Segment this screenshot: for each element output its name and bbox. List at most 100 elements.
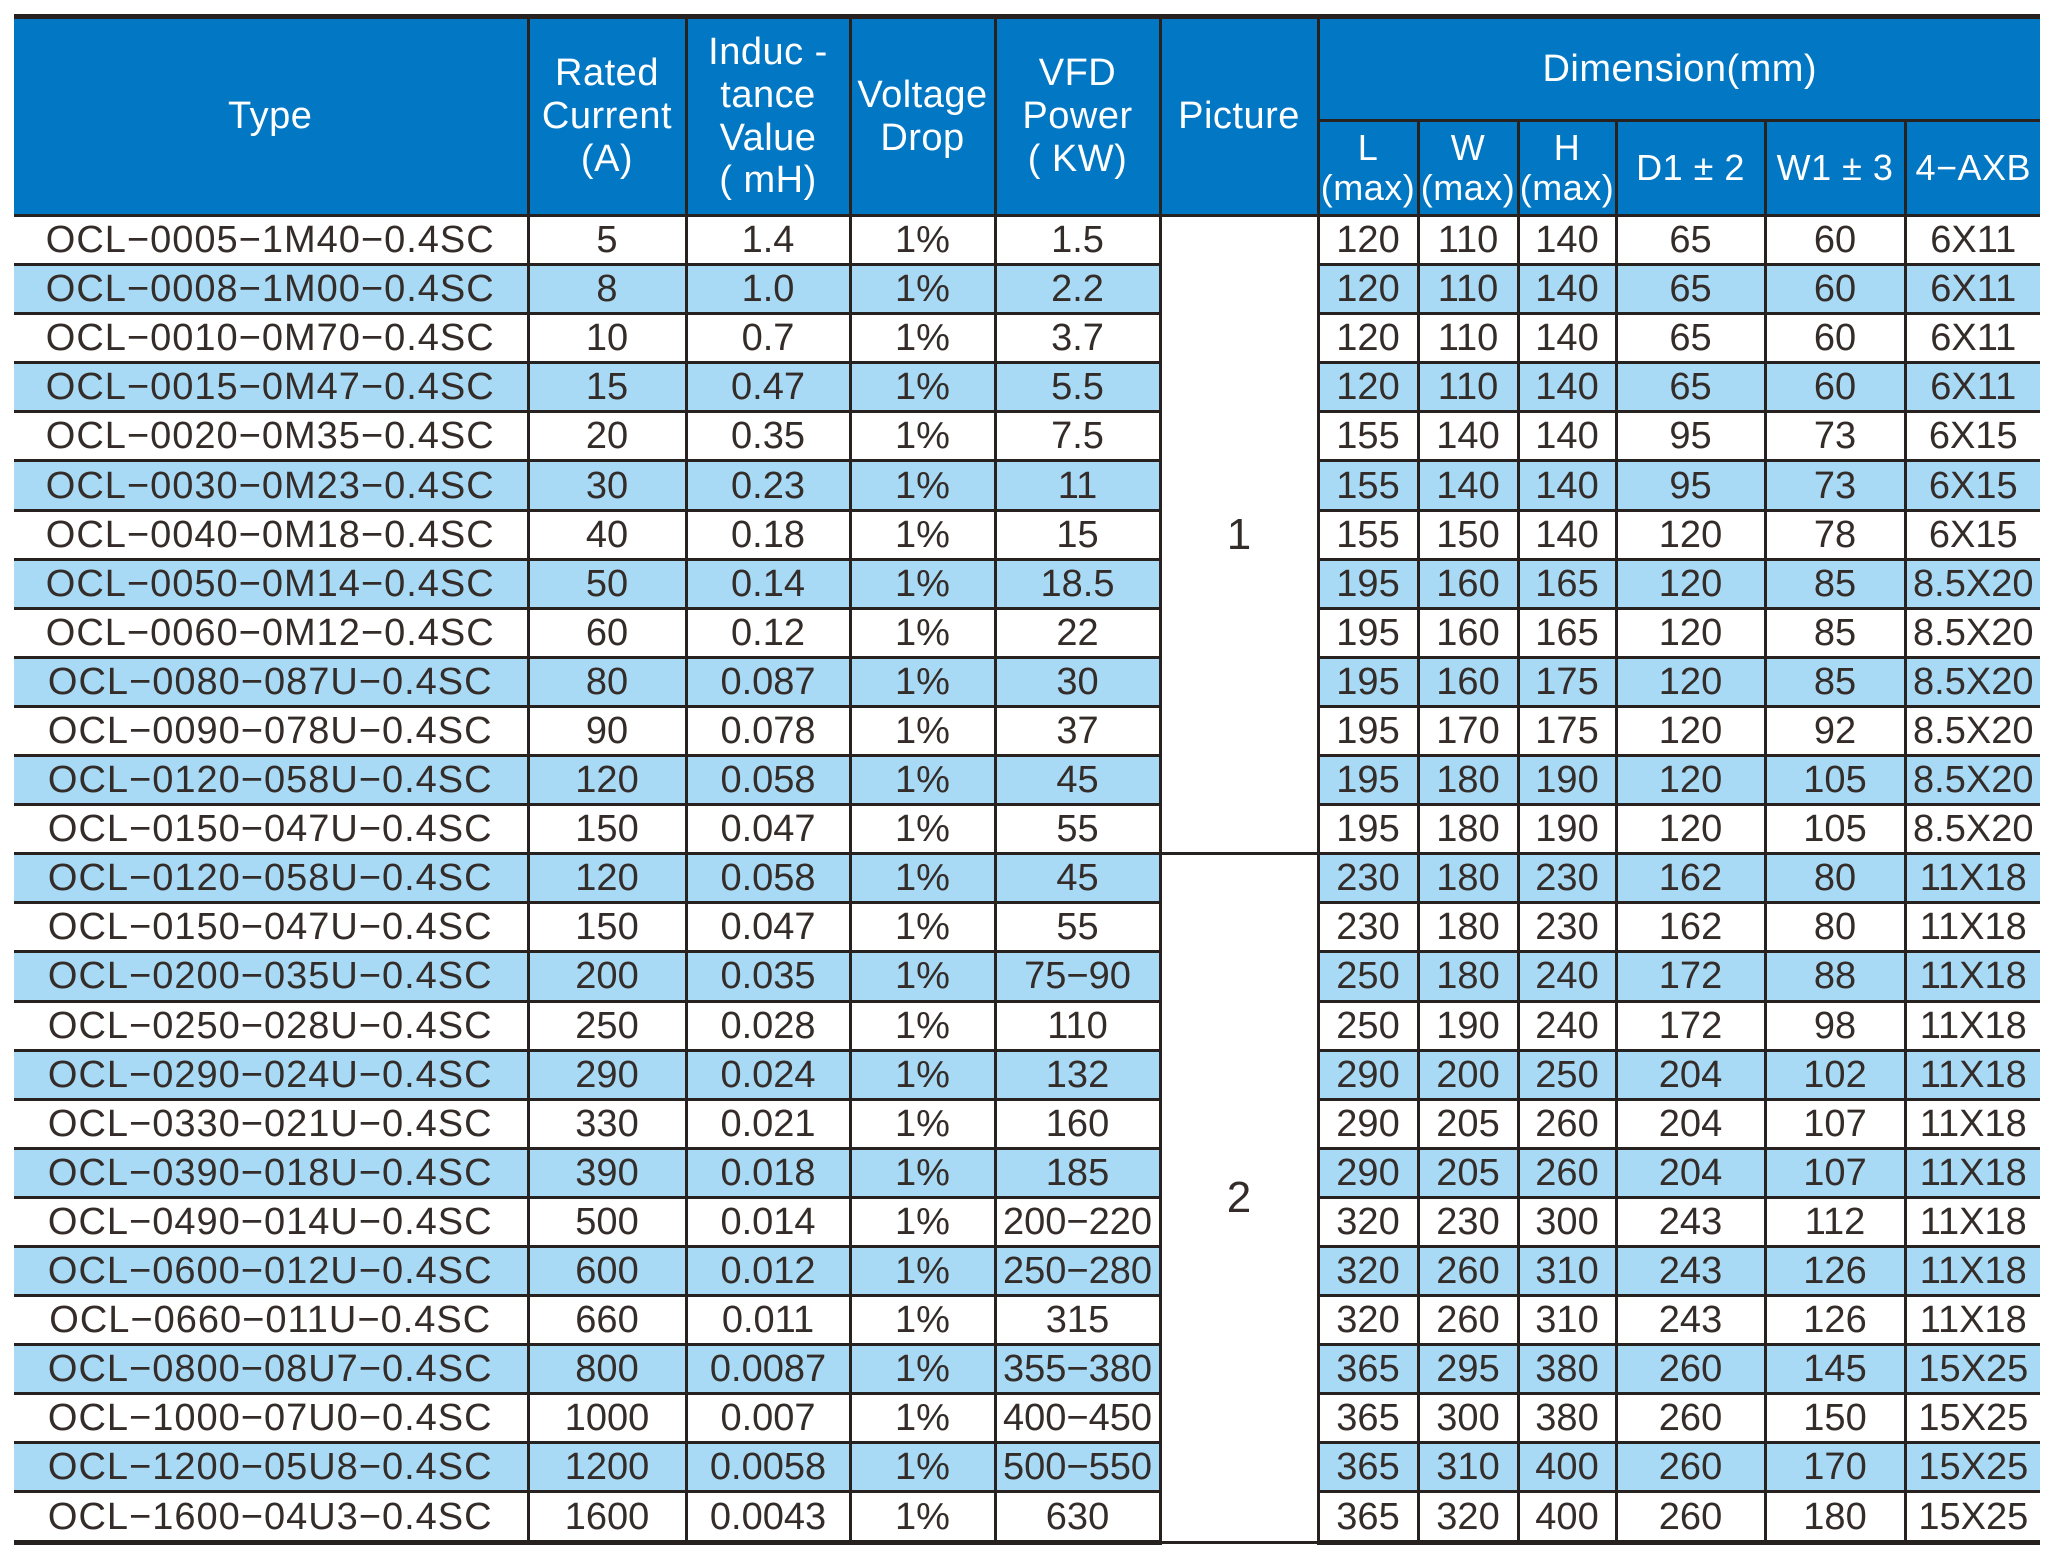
- table-row: OCL−0290−024U−0.4SC 290 0.024 1% 132 290 200 25…: [14, 1048, 2041, 1101]
- col-header-voltage-drop: Voltage Drop: [848, 14, 997, 217]
- cell-h-max: 140: [1516, 263, 1618, 316]
- cell-w-max: 180: [1416, 852, 1520, 905]
- cell-voltage-drop: 1%: [848, 459, 997, 512]
- cell-w-max: 110: [1416, 361, 1520, 414]
- cell-rated-current: 250: [526, 999, 688, 1052]
- cell-axb: 6X11: [1903, 213, 2041, 267]
- cell-l-max: 155: [1316, 410, 1420, 463]
- cell-l-max: 365: [1316, 1441, 1420, 1494]
- cell-axb: 6X11: [1903, 312, 2041, 365]
- cell-type: OCL−0490−014U−0.4SC: [14, 1195, 530, 1248]
- cell-inductance-mh: 1.0: [684, 263, 852, 316]
- table-row: OCL−0015−0M47−0.4SC 15 0.47 1% 5.5 120 110 140 6…: [14, 361, 2041, 414]
- cell-type: OCL−1600−04U3−0.4SC: [14, 1490, 530, 1545]
- table-row: OCL−0490−014U−0.4SC 500 0.014 1% 200−220 320 2…: [14, 1195, 2041, 1248]
- cell-l-max: 230: [1316, 852, 1420, 905]
- cell-l-max: 365: [1316, 1392, 1420, 1445]
- cell-type: OCL−0020−0M35−0.4SC: [14, 410, 530, 463]
- cell-type: OCL−0200−035U−0.4SC: [14, 950, 530, 1003]
- table-row: OCL−0120−058U−0.4SC 120 0.058 1% 45 195 180 190…: [14, 754, 2041, 807]
- cell-l-max: 195: [1316, 803, 1420, 856]
- cell-vfd-power-kw: 7.5: [993, 410, 1162, 463]
- cell-w-max: 180: [1416, 803, 1520, 856]
- cell-vfd-power-kw: 3.7: [993, 312, 1162, 365]
- cell-h-max: 140: [1516, 459, 1618, 512]
- cell-d1: 204: [1614, 1048, 1767, 1101]
- cell-inductance-mh: 0.0058: [684, 1441, 852, 1494]
- cell-axb: 11X18: [1903, 852, 2041, 905]
- cell-d1: 120: [1614, 508, 1767, 561]
- cell-w-max: 260: [1416, 1294, 1520, 1347]
- cell-h-max: 380: [1516, 1343, 1618, 1396]
- cell-d1: 243: [1614, 1294, 1767, 1347]
- cell-l-max: 250: [1316, 950, 1420, 1003]
- cell-vfd-power-kw: 200−220: [993, 1195, 1162, 1248]
- cell-type: OCL−0090−078U−0.4SC: [14, 704, 530, 758]
- table-row: OCL−0030−0M23−0.4SC 30 0.23 1% 11 155 140 140 95…: [14, 459, 2041, 512]
- col-header-vfd-power: VFD Power ( KW): [993, 14, 1162, 217]
- table-header: Type Rated Current (A) Induc - tance Val…: [14, 14, 2041, 217]
- cell-type: OCL−0080−087U−0.4SC: [14, 655, 530, 708]
- cell-voltage-drop: 1%: [848, 950, 997, 1003]
- cell-vfd-power-kw: 45: [993, 754, 1162, 807]
- cell-l-max: 120: [1316, 213, 1420, 267]
- cell-type: OCL−0250−028U−0.4SC: [14, 999, 530, 1052]
- cell-w-max: 110: [1416, 213, 1520, 267]
- cell-d1: 120: [1614, 655, 1767, 708]
- cell-type: OCL−1200−05U8−0.4SC: [14, 1441, 530, 1494]
- table-row: OCL−0800−08U7−0.4SC 800 0.0087 1% 355−380 365…: [14, 1343, 2041, 1396]
- cell-voltage-drop: 1%: [848, 312, 997, 365]
- cell-d1: 260: [1614, 1490, 1767, 1545]
- cell-vfd-power-kw: 45: [993, 852, 1162, 905]
- cell-type: OCL−0030−0M23−0.4SC: [14, 459, 530, 512]
- table-row: OCL−0005−1M40−0.4SC 5 1.4 1% 1.5 1 120 110 140 65…: [14, 213, 2041, 856]
- cell-w-max: 140: [1416, 459, 1520, 512]
- cell-d1: 260: [1614, 1392, 1767, 1445]
- cell-h-max: 140: [1516, 508, 1618, 561]
- table-row: OCL−0150−047U−0.4SC 150 0.047 1% 55 230 180 230…: [14, 901, 2041, 954]
- cell-voltage-drop: 1%: [848, 704, 997, 758]
- cell-d1: 120: [1614, 606, 1767, 659]
- cell-w1: 78: [1763, 508, 1907, 561]
- cell-type: OCL−0015−0M47−0.4SC: [14, 361, 530, 414]
- cell-h-max: 165: [1516, 557, 1618, 610]
- cell-type: OCL−0800−08U7−0.4SC: [14, 1343, 530, 1396]
- cell-inductance-mh: 1.4: [684, 213, 852, 267]
- cell-type: OCL−0120−058U−0.4SC: [14, 852, 530, 905]
- cell-rated-current: 40: [526, 508, 688, 561]
- cell-inductance-mh: 0.087: [684, 655, 852, 708]
- cell-vfd-power-kw: 355−380: [993, 1343, 1162, 1396]
- cell-inductance-mh: 0.047: [684, 901, 852, 954]
- cell-voltage-drop: 1%: [848, 852, 997, 905]
- cell-w1: 80: [1763, 852, 1907, 905]
- cell-l-max: 365: [1316, 1343, 1420, 1396]
- cell-inductance-mh: 0.035: [684, 950, 852, 1003]
- cell-w-max: 150: [1416, 508, 1520, 561]
- cell-w1: 107: [1763, 1146, 1907, 1199]
- cell-type: OCL−0010−0M70−0.4SC: [14, 312, 530, 365]
- cell-l-max: 290: [1316, 1097, 1420, 1150]
- cell-d1: 65: [1614, 361, 1767, 414]
- cell-l-max: 290: [1316, 1146, 1420, 1199]
- cell-rated-current: 600: [526, 1244, 688, 1298]
- cell-w1: 170: [1763, 1441, 1907, 1494]
- cell-h-max: 190: [1516, 754, 1618, 807]
- cell-type: OCL−0050−0M14−0.4SC: [14, 557, 530, 610]
- cell-d1: 172: [1614, 950, 1767, 1003]
- cell-w-max: 180: [1416, 754, 1520, 807]
- header-row-main: Type Rated Current (A) Induc - tance Val…: [14, 14, 2041, 217]
- table-row: OCL−1200−05U8−0.4SC 1200 0.0058 1% 500−550 36…: [14, 1441, 2041, 1494]
- cell-type: OCL−0390−018U−0.4SC: [14, 1146, 530, 1199]
- cell-w-max: 200: [1416, 1048, 1520, 1101]
- cell-h-max: 230: [1516, 901, 1618, 954]
- cell-inductance-mh: 0.0087: [684, 1343, 852, 1396]
- cell-voltage-drop: 1%: [848, 1195, 997, 1248]
- spec-sheet: Type Rated Current (A) Induc - tance Val…: [14, 14, 2041, 1545]
- cell-l-max: 195: [1316, 655, 1420, 708]
- cell-w1: 145: [1763, 1343, 1907, 1396]
- table-row: OCL−0660−011U−0.4SC 660 0.011 1% 315 320 260 31…: [14, 1294, 2041, 1347]
- cell-axb: 8.5X20: [1903, 606, 2041, 659]
- cell-voltage-drop: 1%: [848, 508, 997, 561]
- cell-axb: 15X25: [1903, 1441, 2041, 1494]
- cell-w1: 85: [1763, 557, 1907, 610]
